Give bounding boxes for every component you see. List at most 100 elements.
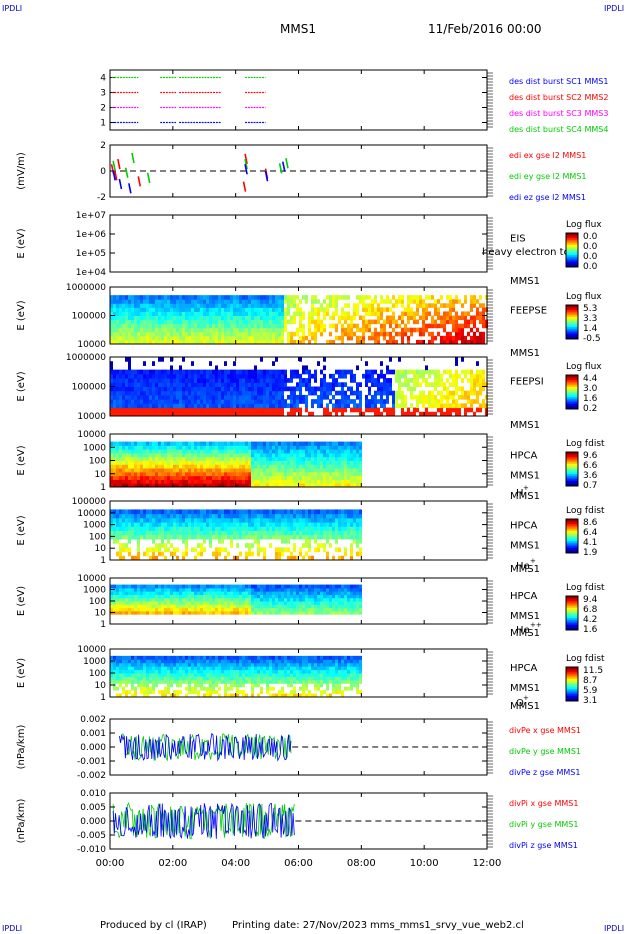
spec-7-cell xyxy=(119,555,122,561)
spec-4-cell xyxy=(299,299,302,304)
spec-6-cell xyxy=(164,456,167,461)
spec-5-cell xyxy=(416,373,419,379)
spec-5-cell xyxy=(344,399,347,404)
spec-4-cell xyxy=(401,315,404,321)
spec-5-cell xyxy=(128,382,131,387)
spec-6-cell xyxy=(197,475,200,480)
spec-6-cell xyxy=(197,452,200,458)
spec-4-cell xyxy=(266,295,269,300)
spec-7-cell xyxy=(185,526,188,531)
spec-5-cell xyxy=(380,369,383,375)
spec-7-cell xyxy=(335,509,338,515)
spec-5-cell xyxy=(356,403,359,409)
spec-6-cell xyxy=(263,460,266,465)
spec-5-cell xyxy=(359,390,362,396)
spec-7-cell xyxy=(152,517,155,523)
spec-6-cell xyxy=(161,445,164,450)
spec-5-cell xyxy=(362,373,365,379)
spec-5-cell xyxy=(131,386,134,392)
spec-5-cell xyxy=(152,382,155,387)
spec-4-cell xyxy=(461,331,464,337)
spec-5-cell xyxy=(386,394,389,400)
spec-4-cell xyxy=(314,295,317,300)
spec-6-cell xyxy=(353,449,356,454)
spec-6-cell xyxy=(254,452,257,458)
spec-6-cell xyxy=(314,468,317,473)
spec-5-cell xyxy=(296,382,299,387)
spec-5-cell xyxy=(473,399,476,404)
spec-6-cell xyxy=(350,471,353,477)
spec-7-cell xyxy=(155,522,158,527)
spec-4-cell xyxy=(353,331,356,337)
spec-5-cell xyxy=(290,378,293,383)
spec-6-colorbar-step xyxy=(566,470,578,473)
spec-4-cell xyxy=(134,331,137,337)
spec-6-cell xyxy=(119,464,122,469)
spec-6-cell xyxy=(275,468,278,473)
spec-7-cell xyxy=(302,543,305,548)
spec-7-cell xyxy=(257,534,260,540)
spec-4-cell xyxy=(143,339,146,345)
spec-6-cell xyxy=(167,452,170,458)
spec-6-cell xyxy=(188,479,191,484)
spec-5-cell xyxy=(203,386,206,392)
spec-5-cell xyxy=(173,378,176,383)
spec-6-cell xyxy=(236,456,239,461)
spec-5-cell xyxy=(476,407,479,413)
spec-6-cell xyxy=(344,464,347,469)
spec-5-cell xyxy=(275,403,278,409)
spec-7-cell xyxy=(215,526,218,531)
spec-7-cell xyxy=(257,530,260,536)
spec-4-cell xyxy=(356,303,359,308)
spec-4-cell xyxy=(428,331,431,337)
spec-5-cell xyxy=(230,378,233,383)
spec-7-cell xyxy=(338,534,341,540)
spec-4-cell xyxy=(377,303,380,308)
spec-7-cell xyxy=(221,517,224,523)
spec-4-cell xyxy=(140,319,143,325)
spec-4-cell xyxy=(470,335,473,341)
panel-1-ytick-label: 3 xyxy=(100,89,106,99)
spec-4-cell xyxy=(356,311,359,316)
spec-6-cell xyxy=(284,445,287,450)
spec-5-cell xyxy=(437,407,440,413)
spec-6-cell xyxy=(161,460,164,465)
spec-5-cell xyxy=(464,390,467,396)
spec-6-cell xyxy=(266,479,269,484)
spec-7-cell xyxy=(227,551,230,557)
spec-5-cell xyxy=(248,407,251,413)
spec-7-cell xyxy=(215,551,218,557)
spec-4-cell xyxy=(335,327,338,333)
panel-7-ytick-label: 1 xyxy=(100,556,106,566)
spec-5-cell xyxy=(236,394,239,400)
spec-6-cell xyxy=(143,456,146,461)
spec-7-cell xyxy=(347,530,350,536)
spec-6-cell xyxy=(239,441,242,446)
spec-5-cell xyxy=(167,369,170,375)
spec-4-cell xyxy=(482,323,485,329)
spec-4-cell xyxy=(173,331,176,337)
spec-7-cell xyxy=(242,526,245,531)
spec-4-cell xyxy=(128,311,131,316)
spec-6-cell xyxy=(266,475,269,480)
spec-5-cell xyxy=(110,361,113,366)
spec-6-cell xyxy=(191,471,194,477)
spec-5-cell xyxy=(158,357,161,362)
spec-4-cell xyxy=(164,335,167,341)
spec-6-cell xyxy=(257,452,260,458)
spec-4-cell xyxy=(158,303,161,308)
spec-5-cell xyxy=(404,394,407,400)
spec-4-cell xyxy=(296,327,299,333)
spec-7-cell xyxy=(122,543,125,548)
spec-4-cell xyxy=(440,295,443,300)
spec-7-cell xyxy=(272,534,275,540)
spec-6-cell xyxy=(131,452,134,458)
spec-6-cell xyxy=(350,483,353,488)
spec-5-cell xyxy=(158,369,161,375)
spec-3-colorbar-step xyxy=(566,246,578,249)
spec-4-cell xyxy=(419,331,422,337)
spec-5-cell xyxy=(122,399,125,404)
spec-5-cell xyxy=(248,378,251,383)
spec-5-cell xyxy=(116,373,119,379)
panel-3-ytick-label: 1e+06 xyxy=(76,230,107,240)
